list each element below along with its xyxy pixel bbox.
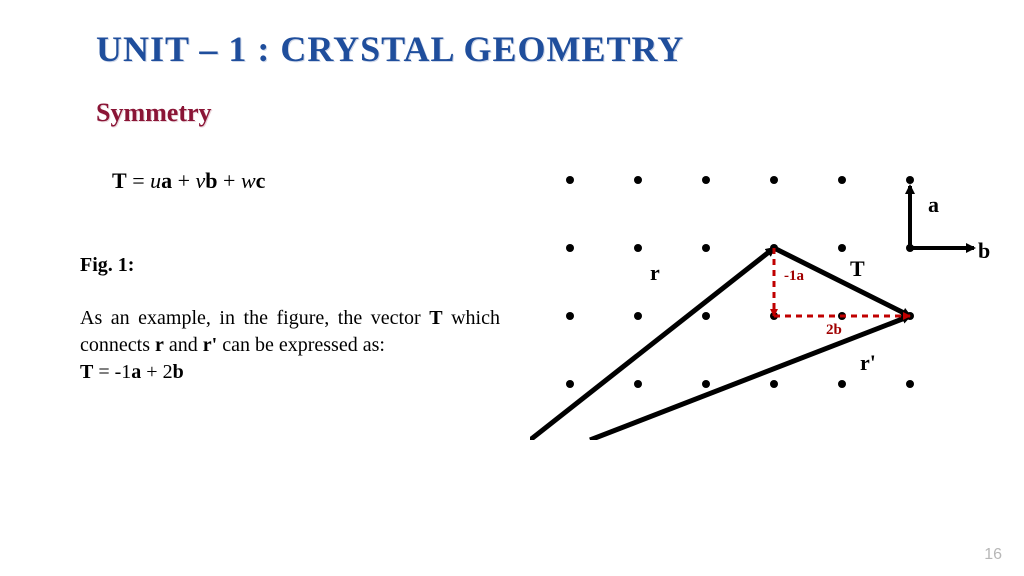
slide: UNIT – 1 : CRYSTAL GEOMETRY Symmetry T =…	[0, 0, 1024, 576]
page-number: 16	[984, 546, 1002, 564]
label-T: T	[850, 256, 865, 282]
label-b: b	[978, 238, 990, 264]
unit-title: UNIT – 1 : CRYSTAL GEOMETRY	[96, 28, 964, 70]
label-r-prime: r'	[860, 350, 876, 376]
body-text: As an example, in the figure, the vector…	[80, 305, 500, 386]
label-r: r	[650, 260, 660, 286]
lattice-diagram: a b T r r' -1a 2b	[530, 160, 1000, 440]
label-a: a	[928, 192, 939, 218]
label-minus-1a: -1a	[784, 268, 804, 285]
label-2b: 2b	[826, 322, 842, 339]
subtitle: Symmetry	[96, 98, 964, 128]
